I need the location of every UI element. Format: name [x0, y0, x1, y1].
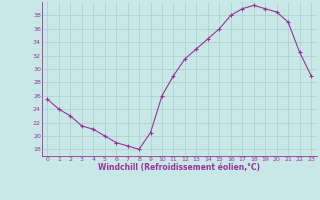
- X-axis label: Windchill (Refroidissement éolien,°C): Windchill (Refroidissement éolien,°C): [98, 163, 260, 172]
